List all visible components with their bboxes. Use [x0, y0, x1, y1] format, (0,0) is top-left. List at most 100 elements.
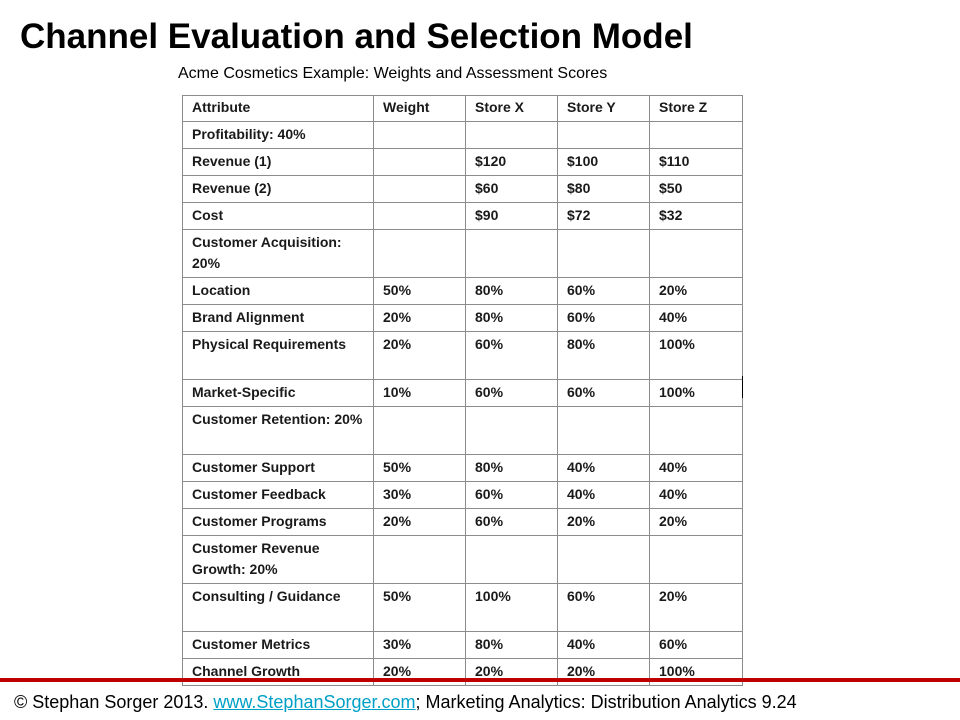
score-cell: 80% — [465, 304, 558, 332]
score-cell — [649, 229, 743, 278]
score-cell: 60% — [465, 481, 558, 509]
table-row: Revenue (2) $60 $80 $50 — [182, 175, 743, 203]
footer-course-reference: ; Marketing Analytics: Distribution Anal… — [415, 692, 797, 712]
score-cell — [465, 121, 558, 149]
score-cell: $72 — [557, 202, 650, 230]
score-cell: 30% — [373, 631, 466, 659]
footer-copyright: © Stephan Sorger 2013. — [14, 692, 214, 712]
table-row: Customer Metrics 30% 80% 40% 60% — [182, 631, 743, 659]
attribute-label: Market-Specific — [182, 379, 374, 407]
footer: © Stephan Sorger 2013. www.StephanSorger… — [14, 690, 797, 714]
score-cell: $80 — [557, 175, 650, 203]
score-cell — [373, 202, 466, 230]
table-edge-mark — [742, 376, 743, 398]
table-body: Profitability: 40% Revenue (1) $120 $100 $11… — [182, 121, 743, 686]
score-cell: 10% — [373, 379, 466, 407]
score-cell — [373, 121, 466, 149]
table-row: Consulting / Guidance 50% 100% 60% 20% — [182, 583, 743, 632]
score-cell: 20% — [649, 583, 743, 632]
score-cell: 60% — [557, 277, 650, 305]
category-label: Customer Retention: 20% — [182, 406, 374, 455]
weights-and-scores-table: Attribute Weight Store X Store Y Store Z Pro… — [182, 95, 743, 686]
attribute-label: Customer Support — [182, 454, 374, 482]
score-cell: 20% — [373, 331, 466, 380]
score-cell — [557, 406, 650, 455]
score-cell: 40% — [557, 454, 650, 482]
category-row: Customer Revenue Growth: 20% — [182, 535, 743, 584]
score-cell: 80% — [465, 631, 558, 659]
attribute-label: Physical Requirements — [182, 331, 374, 380]
category-row: Customer Acquisition: 20% — [182, 229, 743, 278]
attribute-label: Consulting / Guidance — [182, 583, 374, 632]
column-header-store-y: Store Y — [557, 95, 650, 122]
score-cell: 40% — [649, 304, 743, 332]
score-cell: 60% — [557, 304, 650, 332]
attribute-label: Customer Feedback — [182, 481, 374, 509]
attribute-label: Customer Programs — [182, 508, 374, 536]
score-cell: 60% — [465, 379, 558, 407]
score-cell — [649, 535, 743, 584]
score-cell: 50% — [373, 277, 466, 305]
score-cell: 80% — [465, 454, 558, 482]
category-row: Profitability: 40% — [182, 121, 743, 149]
score-cell — [373, 535, 466, 584]
attribute-label: Customer Metrics — [182, 631, 374, 659]
column-header-weight: Weight — [373, 95, 466, 122]
score-cell: 40% — [557, 631, 650, 659]
slide-title: Channel Evaluation and Selection Model — [20, 17, 693, 56]
score-cell: $50 — [649, 175, 743, 203]
table-row: Revenue (1) $120 $100 $110 — [182, 148, 743, 176]
score-cell: 20% — [649, 277, 743, 305]
attribute-label: Revenue (1) — [182, 148, 374, 176]
score-cell — [373, 175, 466, 203]
category-label: Customer Acquisition: 20% — [182, 229, 374, 278]
score-cell — [373, 406, 466, 455]
score-cell: 100% — [649, 379, 743, 407]
score-cell: 80% — [557, 331, 650, 380]
score-cell — [465, 535, 558, 584]
score-cell: 60% — [649, 631, 743, 659]
table-row: Cost $90 $72 $32 — [182, 202, 743, 230]
table-row: Physical Requirements 20% 60% 80% 100% — [182, 331, 743, 380]
column-header-store-x: Store X — [465, 95, 558, 122]
score-cell: 60% — [557, 379, 650, 407]
score-cell — [557, 229, 650, 278]
score-cell — [465, 229, 558, 278]
score-cell: 40% — [649, 454, 743, 482]
score-cell — [373, 148, 466, 176]
attribute-label: Brand Alignment — [182, 304, 374, 332]
table-row: Location 50% 80% 60% 20% — [182, 277, 743, 305]
table-row: Market-Specific 10% 60% 60% 100% — [182, 379, 743, 407]
score-cell: 40% — [557, 481, 650, 509]
score-cell: $110 — [649, 148, 743, 176]
attribute-label: Location — [182, 277, 374, 305]
score-cell: 100% — [649, 331, 743, 380]
score-cell — [373, 229, 466, 278]
score-cell: 50% — [373, 583, 466, 632]
score-cell: 20% — [373, 304, 466, 332]
column-header-store-z: Store Z — [649, 95, 743, 122]
score-cell: 60% — [465, 508, 558, 536]
score-cell: 20% — [557, 508, 650, 536]
score-cell: 100% — [465, 583, 558, 632]
attribute-label: Cost — [182, 202, 374, 230]
score-cell: 20% — [373, 508, 466, 536]
table-header-row: Attribute Weight Store X Store Y Store Z — [182, 95, 743, 122]
table-row: Brand Alignment 20% 80% 60% 40% — [182, 304, 743, 332]
score-cell: $32 — [649, 202, 743, 230]
attribute-label: Revenue (2) — [182, 175, 374, 203]
score-cell — [557, 121, 650, 149]
category-label: Customer Revenue Growth: 20% — [182, 535, 374, 584]
score-cell: 50% — [373, 454, 466, 482]
category-row: Customer Retention: 20% — [182, 406, 743, 455]
score-cell: 60% — [465, 331, 558, 380]
column-header-attribute: Attribute — [182, 95, 374, 122]
score-cell: 60% — [557, 583, 650, 632]
score-cell — [465, 406, 558, 455]
category-label: Profitability: 40% — [182, 121, 374, 149]
footer-divider — [0, 678, 960, 682]
scores-table-container: Attribute Weight Store X Store Y Store Z Pro… — [182, 95, 743, 686]
score-cell: 20% — [649, 508, 743, 536]
footer-website-link[interactable]: www.StephanSorger.com — [213, 692, 416, 712]
table-row: Customer Support 50% 80% 40% 40% — [182, 454, 743, 482]
